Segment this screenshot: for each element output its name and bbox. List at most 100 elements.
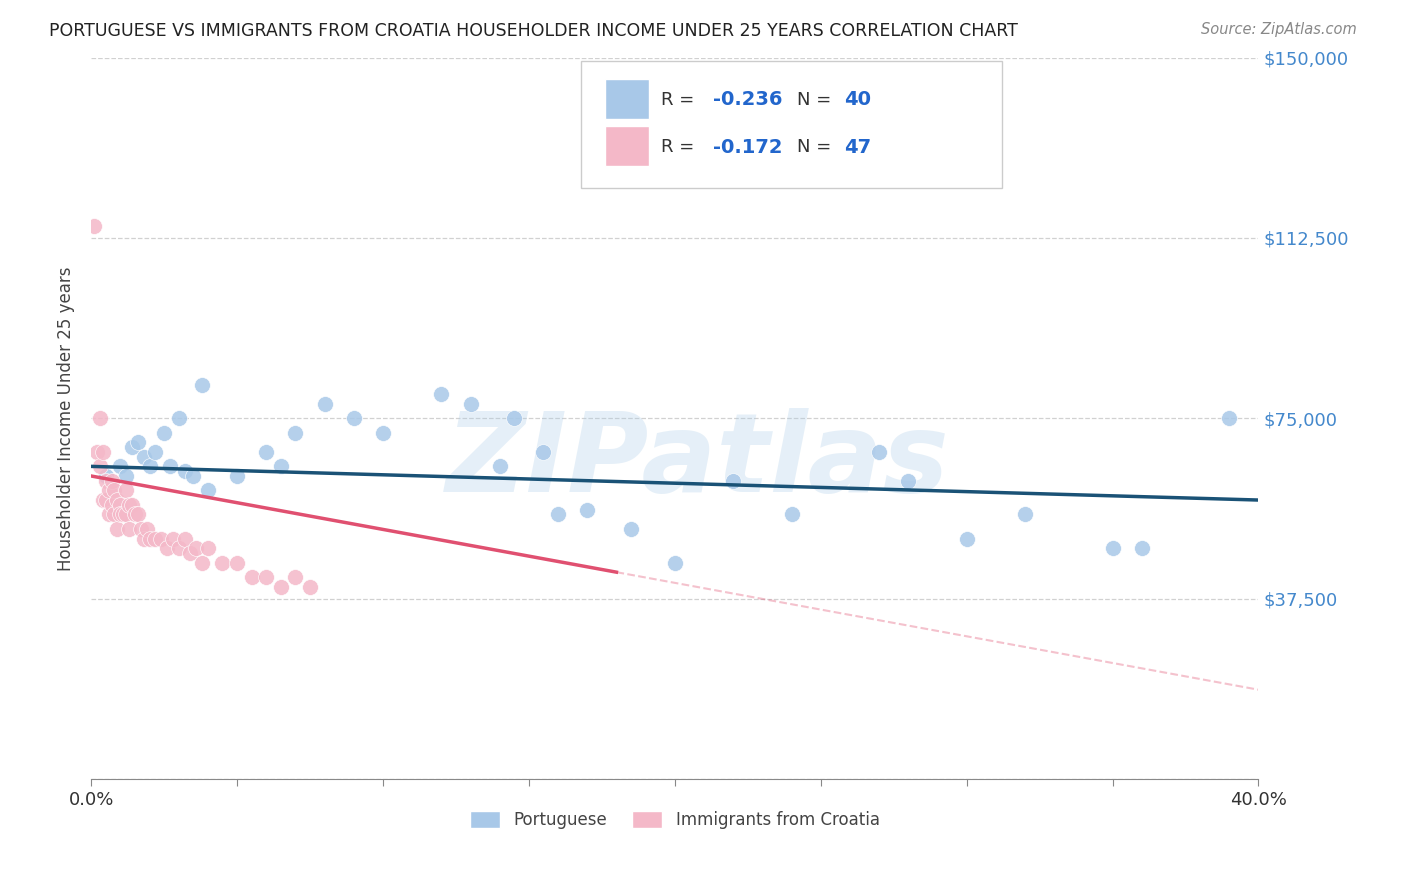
Point bbox=[110, 508, 132, 522]
Point bbox=[1130, 541, 1153, 555]
Text: 47: 47 bbox=[844, 137, 872, 157]
Text: R =: R = bbox=[661, 138, 700, 156]
Point bbox=[107, 522, 129, 536]
Point bbox=[371, 425, 394, 440]
Text: PORTUGUESE VS IMMIGRANTS FROM CROATIA HOUSEHOLDER INCOME UNDER 25 YEARS CORRELAT: PORTUGUESE VS IMMIGRANTS FROM CROATIA HO… bbox=[49, 22, 1018, 40]
Point bbox=[132, 450, 155, 464]
Point bbox=[86, 445, 108, 459]
FancyBboxPatch shape bbox=[605, 79, 650, 119]
Point bbox=[89, 411, 111, 425]
Point bbox=[270, 580, 292, 594]
Point bbox=[107, 493, 129, 508]
Point bbox=[226, 469, 249, 483]
Point bbox=[127, 435, 149, 450]
Point bbox=[179, 546, 201, 560]
Point bbox=[135, 522, 157, 536]
Text: N =: N = bbox=[797, 138, 838, 156]
Point bbox=[94, 474, 117, 488]
Point bbox=[664, 556, 686, 570]
Point bbox=[314, 397, 336, 411]
Point bbox=[533, 445, 555, 459]
Point bbox=[780, 508, 803, 522]
Y-axis label: Householder Income Under 25 years: Householder Income Under 25 years bbox=[58, 266, 75, 571]
Point bbox=[83, 219, 105, 233]
Point bbox=[211, 556, 233, 570]
Point bbox=[97, 508, 120, 522]
Legend: Portuguese, Immigrants from Croatia: Portuguese, Immigrants from Croatia bbox=[464, 804, 886, 836]
Point bbox=[343, 411, 366, 425]
Point bbox=[254, 570, 277, 584]
Text: Source: ZipAtlas.com: Source: ZipAtlas.com bbox=[1201, 22, 1357, 37]
Text: R =: R = bbox=[661, 90, 700, 109]
Point bbox=[150, 532, 173, 546]
Point bbox=[503, 411, 526, 425]
Point bbox=[115, 469, 138, 483]
Point bbox=[115, 508, 138, 522]
Point bbox=[153, 425, 176, 440]
Point bbox=[100, 474, 122, 488]
Point bbox=[103, 483, 125, 498]
Point bbox=[94, 493, 117, 508]
Point bbox=[118, 522, 141, 536]
Text: -0.172: -0.172 bbox=[713, 137, 783, 157]
Text: 40: 40 bbox=[844, 90, 872, 109]
Point bbox=[167, 411, 190, 425]
Point bbox=[897, 474, 920, 488]
Point bbox=[488, 459, 510, 474]
Point bbox=[162, 532, 184, 546]
Point bbox=[1101, 541, 1123, 555]
Point bbox=[127, 508, 149, 522]
FancyBboxPatch shape bbox=[605, 126, 650, 166]
Point bbox=[112, 508, 135, 522]
Point bbox=[173, 532, 195, 546]
Point bbox=[143, 532, 166, 546]
Point bbox=[118, 498, 141, 512]
Text: ZIPatlas: ZIPatlas bbox=[446, 408, 950, 515]
Point bbox=[121, 498, 143, 512]
Point bbox=[138, 459, 160, 474]
Point bbox=[159, 459, 181, 474]
Point bbox=[197, 483, 219, 498]
Point bbox=[91, 445, 114, 459]
Point bbox=[173, 464, 195, 478]
Point bbox=[181, 469, 204, 483]
Point bbox=[121, 440, 143, 454]
Point bbox=[430, 387, 453, 401]
FancyBboxPatch shape bbox=[582, 62, 1001, 187]
Point bbox=[1014, 508, 1036, 522]
Point bbox=[197, 541, 219, 555]
Point bbox=[115, 483, 138, 498]
Point bbox=[156, 541, 179, 555]
Point bbox=[129, 522, 152, 536]
Point bbox=[191, 556, 214, 570]
Point bbox=[100, 498, 122, 512]
Point bbox=[191, 377, 214, 392]
Point bbox=[240, 570, 263, 584]
Point bbox=[547, 508, 569, 522]
Point bbox=[110, 459, 132, 474]
Point bbox=[270, 459, 292, 474]
Text: -0.236: -0.236 bbox=[713, 90, 783, 109]
Point bbox=[110, 498, 132, 512]
Point bbox=[721, 474, 744, 488]
Text: N =: N = bbox=[797, 90, 838, 109]
Point bbox=[284, 425, 307, 440]
Point bbox=[1218, 411, 1240, 425]
Point bbox=[132, 532, 155, 546]
Point bbox=[620, 522, 643, 536]
Point bbox=[226, 556, 249, 570]
Point bbox=[103, 508, 125, 522]
Point bbox=[576, 502, 599, 516]
Point bbox=[956, 532, 979, 546]
Point bbox=[97, 483, 120, 498]
Point bbox=[298, 580, 321, 594]
Point bbox=[94, 469, 117, 483]
Point bbox=[460, 397, 482, 411]
Point bbox=[89, 459, 111, 474]
Point bbox=[167, 541, 190, 555]
Point bbox=[868, 445, 890, 459]
Point bbox=[284, 570, 307, 584]
Point bbox=[186, 541, 208, 555]
Point bbox=[91, 493, 114, 508]
Point bbox=[143, 445, 166, 459]
